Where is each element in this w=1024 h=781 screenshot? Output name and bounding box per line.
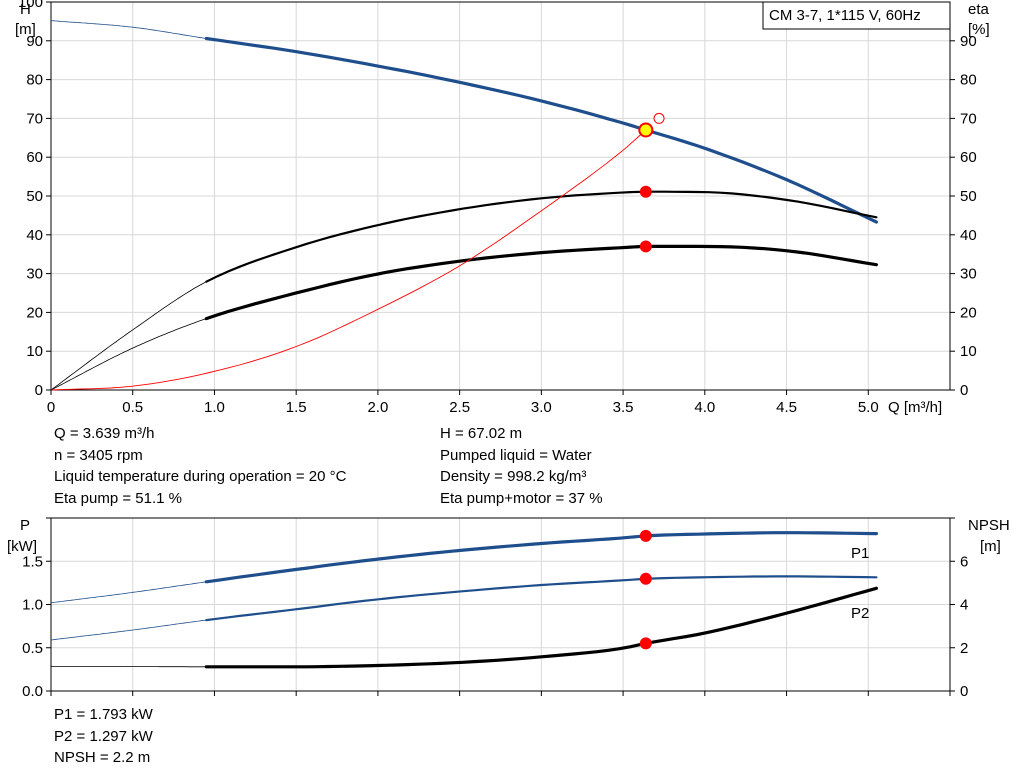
y-axis-label-left: H xyxy=(20,1,31,18)
y-tick-label-right: 4 xyxy=(960,597,968,614)
eta-pump-motor-text: Eta pump+motor = 37 % xyxy=(440,489,603,507)
system-curve-line xyxy=(50,129,647,391)
chart-title-box xyxy=(762,1,951,30)
y-axis-label-left: P xyxy=(20,517,30,534)
eta-pump-motor-curve xyxy=(204,244,879,321)
p2-text: P2 = 1.297 kW xyxy=(54,727,153,745)
y-tick-label-left: 100 xyxy=(18,0,43,11)
y-axis-label-right: eta xyxy=(968,1,990,18)
y-axis-label-right: NPSH xyxy=(968,517,1010,534)
x-tick-label: 1.5 xyxy=(286,399,307,416)
y-tick-label-right: 2 xyxy=(960,640,968,657)
y-tick-label-left: 90 xyxy=(26,33,43,50)
operating-point-eta-pump-motor xyxy=(639,240,652,253)
x-tick-label: 0.5 xyxy=(122,399,143,416)
operating-point-p1 xyxy=(639,529,652,542)
liquid-temperature-text: Liquid temperature during operation = 20… xyxy=(54,468,347,485)
y-tick-label-left: 60 xyxy=(26,149,43,166)
eta-pump-text: Eta pump = 51.1 % xyxy=(54,489,182,507)
flow-rate-text: Q = 3.639 m³/h xyxy=(54,425,155,442)
operating-point-p2 xyxy=(639,572,652,585)
y-tick-label-right: 70 xyxy=(960,110,977,127)
y-tick-label-right: 80 xyxy=(960,72,977,89)
y-tick-label-right: 90 xyxy=(960,33,977,50)
x-tick-label: 2.5 xyxy=(449,399,470,416)
y-tick-label-left: 70 xyxy=(26,110,43,127)
p2-curve xyxy=(205,575,878,622)
x-tick-label: 0 xyxy=(47,399,55,416)
y-tick-label-left: 0 xyxy=(35,382,43,399)
y-tick-label-left: 30 xyxy=(26,266,43,283)
p2-curve-extension xyxy=(50,619,207,641)
y-tick-label-left: 20 xyxy=(26,304,43,321)
y-tick-label-right: 0 xyxy=(960,382,968,399)
y-tick-label-left: 0.5 xyxy=(22,640,43,657)
duty-point-marker xyxy=(653,112,665,124)
pumped-liquid-text: Pumped liquid = Water xyxy=(440,446,592,464)
npsh-curve-extension xyxy=(50,665,207,668)
eta-pump-curve-extension xyxy=(50,281,207,391)
y-axis-unit-left: [m] xyxy=(15,21,36,38)
info-top-right: H = 67.02 m Pumped liquid = Water Densit… xyxy=(440,423,603,509)
x-tick-label: 2.0 xyxy=(367,399,388,416)
y-tick-label-right: 40 xyxy=(960,227,977,244)
y-tick-label-left: 1.0 xyxy=(22,597,43,614)
head-text: H = 67.02 m xyxy=(440,425,523,442)
y-tick-label-left: 50 xyxy=(26,188,43,205)
x-tick-label: 3.5 xyxy=(613,399,634,416)
x-axis-label: Q [m³/h] xyxy=(888,399,942,416)
x-tick-label: 3.0 xyxy=(531,399,552,416)
y-axis-unit-right: [m] xyxy=(980,538,1001,555)
y-tick-label-left: 10 xyxy=(26,343,43,360)
y-tick-label-right: 0 xyxy=(960,683,968,700)
power-npsh-panel xyxy=(46,517,955,696)
y-tick-label-right: 30 xyxy=(960,266,977,283)
info-bottom: P1 = 1.793 kW P2 = 1.297 kW NPSH = 2.2 m xyxy=(54,704,153,769)
operating-point-npsh xyxy=(639,637,652,650)
y-tick-label-left: 80 xyxy=(26,72,43,89)
p1-curve-extension xyxy=(50,581,207,604)
npsh-curve xyxy=(204,586,879,669)
head-efficiency-panel xyxy=(46,1,955,395)
speed-text: n = 3405 rpm xyxy=(54,446,143,464)
p1-curve xyxy=(204,531,879,584)
y-tick-label-right: 6 xyxy=(960,553,968,570)
y-tick-label-left: 1.5 xyxy=(22,553,43,570)
y-tick-label-right: 20 xyxy=(960,304,977,321)
h-curve-extension xyxy=(50,20,207,39)
y-tick-label-left: 40 xyxy=(26,227,43,244)
p1-series-label: P1 xyxy=(851,545,869,562)
npsh-text: NPSH = 2.2 m xyxy=(54,749,151,766)
y-tick-label-right: 10 xyxy=(960,343,977,360)
h-curve xyxy=(204,36,879,224)
y-axis-unit-right: [%] xyxy=(968,21,990,38)
eta-pump-motor-curve-extension xyxy=(50,318,207,391)
x-tick-label: 5.0 xyxy=(858,399,879,416)
operating-point-eta-pump xyxy=(639,185,652,198)
density-text: Density = 998.2 kg/m³ xyxy=(440,468,587,485)
y-tick-label-right: 50 xyxy=(960,188,977,205)
p1-text: P1 = 1.793 kW xyxy=(54,706,153,723)
info-top-left: Q = 3.639 m³/h n = 3405 rpm Liquid tempe… xyxy=(54,423,346,509)
y-tick-label-right: 60 xyxy=(960,149,977,166)
x-tick-label: 1.0 xyxy=(204,399,225,416)
x-tick-label: 4.5 xyxy=(776,399,797,416)
y-axis-unit-left: [kW] xyxy=(7,538,37,555)
eta-pump-curve xyxy=(205,190,878,283)
chart-title: CM 3-7, 1*115 V, 60Hz xyxy=(769,7,921,24)
x-tick-label: 4.0 xyxy=(694,399,715,416)
operating-point-head xyxy=(638,122,654,138)
p2-series-label: P2 xyxy=(851,605,869,622)
y-tick-label-left: 0.0 xyxy=(22,683,43,700)
